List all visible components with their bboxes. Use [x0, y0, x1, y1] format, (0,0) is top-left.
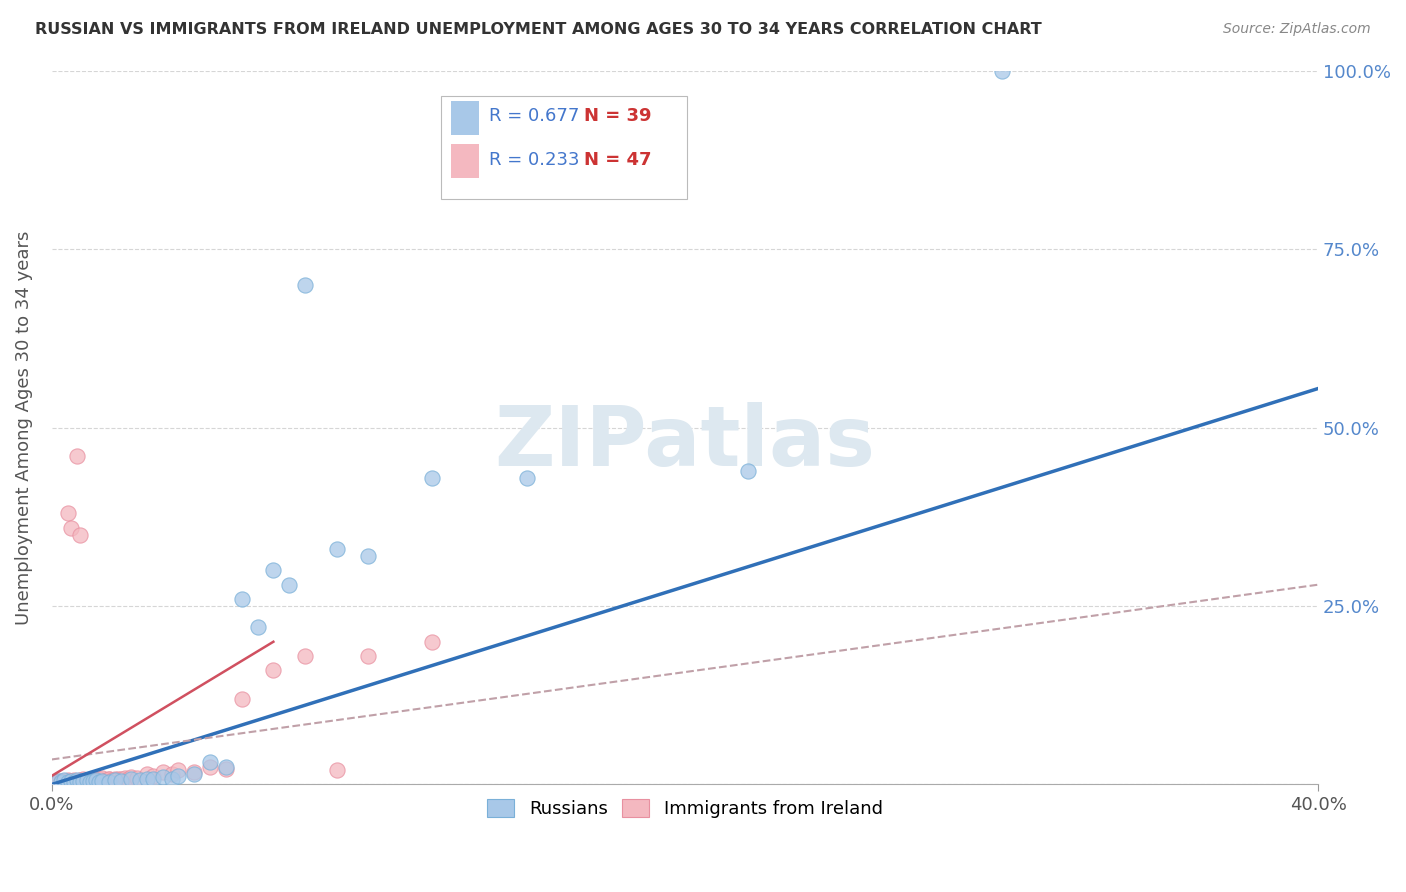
Point	[59, 520, 82, 534]
Point	[262, 663, 284, 677]
Point	[325, 541, 347, 556]
Point	[46, 773, 69, 788]
Point	[152, 770, 174, 784]
Point	[104, 772, 127, 787]
Point	[89, 775, 111, 789]
Point	[82, 773, 104, 788]
Point	[160, 766, 183, 780]
Point	[97, 774, 120, 789]
Text: N = 47: N = 47	[583, 152, 651, 169]
Point	[53, 774, 76, 789]
Point	[44, 774, 66, 789]
Point	[53, 773, 76, 788]
Point	[79, 774, 101, 789]
Point	[127, 771, 149, 785]
Point	[79, 773, 101, 788]
Legend: Russians, Immigrants from Ireland: Russians, Immigrants from Ireland	[479, 792, 890, 825]
Point	[231, 591, 253, 606]
Point	[215, 759, 238, 773]
Point	[357, 549, 380, 563]
FancyBboxPatch shape	[451, 101, 478, 136]
Point	[69, 527, 91, 541]
Point	[72, 772, 94, 787]
Text: R = 0.233: R = 0.233	[489, 152, 579, 169]
Point	[120, 770, 142, 784]
Point	[89, 772, 111, 787]
Point	[325, 763, 347, 777]
Point	[94, 773, 117, 788]
Point	[420, 471, 443, 485]
Point	[69, 774, 91, 789]
Point	[56, 773, 79, 788]
Point	[117, 772, 139, 786]
Point	[420, 634, 443, 648]
Point	[97, 772, 120, 787]
Text: R = 0.677: R = 0.677	[489, 107, 579, 125]
Point	[56, 774, 79, 789]
Point	[167, 769, 190, 783]
Point	[215, 762, 238, 776]
Point	[107, 772, 129, 786]
Y-axis label: Unemployment Among Ages 30 to 34 years: Unemployment Among Ages 30 to 34 years	[15, 230, 32, 625]
Point	[990, 64, 1012, 78]
Point	[46, 775, 69, 789]
Point	[142, 769, 165, 783]
Point	[97, 772, 120, 786]
Point	[357, 648, 380, 663]
Text: N = 39: N = 39	[583, 107, 651, 125]
Point	[66, 450, 89, 464]
Point	[59, 773, 82, 788]
Point	[262, 563, 284, 577]
Point	[231, 691, 253, 706]
Point	[91, 771, 114, 785]
Point	[167, 763, 190, 777]
Point	[294, 648, 316, 663]
Text: RUSSIAN VS IMMIGRANTS FROM IRELAND UNEMPLOYMENT AMONG AGES 30 TO 34 YEARS CORREL: RUSSIAN VS IMMIGRANTS FROM IRELAND UNEMP…	[35, 22, 1042, 37]
Point	[198, 755, 221, 769]
Point	[56, 507, 79, 521]
Point	[110, 773, 132, 788]
Point	[152, 764, 174, 779]
Point	[59, 773, 82, 788]
Point	[66, 773, 89, 788]
Point	[72, 773, 94, 788]
Point	[114, 771, 136, 785]
Point	[160, 772, 183, 786]
Point	[51, 775, 73, 789]
Point	[246, 620, 269, 634]
Point	[278, 577, 301, 591]
Point	[84, 773, 107, 788]
Point	[183, 764, 205, 779]
Point	[91, 773, 114, 788]
Point	[183, 766, 205, 780]
Point	[101, 773, 124, 788]
Point	[135, 766, 157, 780]
Point	[63, 775, 86, 789]
Point	[104, 773, 127, 788]
Point	[737, 464, 759, 478]
Point	[89, 772, 111, 786]
Point	[198, 759, 221, 773]
Point	[69, 773, 91, 788]
Point	[76, 773, 98, 788]
Point	[84, 773, 107, 788]
Point	[51, 773, 73, 788]
Text: Source: ZipAtlas.com: Source: ZipAtlas.com	[1223, 22, 1371, 37]
Point	[63, 773, 86, 788]
Point	[129, 773, 152, 788]
Point	[142, 772, 165, 786]
Point	[120, 772, 142, 787]
Point	[66, 773, 89, 788]
Point	[110, 772, 132, 787]
Point	[516, 471, 538, 485]
Point	[82, 772, 104, 787]
Text: ZIPatlas: ZIPatlas	[495, 401, 876, 483]
Point	[294, 278, 316, 293]
FancyBboxPatch shape	[451, 144, 478, 178]
FancyBboxPatch shape	[440, 96, 688, 200]
Point	[135, 772, 157, 787]
Point	[76, 773, 98, 788]
Point	[72, 773, 94, 788]
